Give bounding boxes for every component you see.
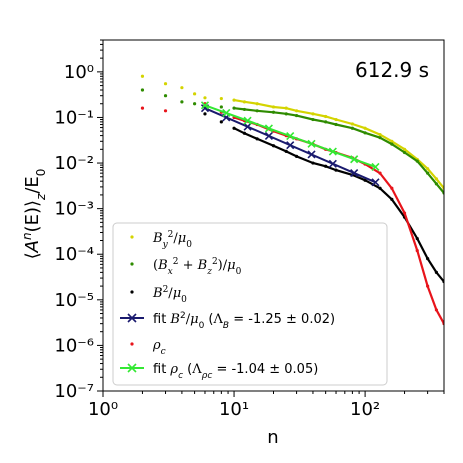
data-point — [140, 74, 145, 78]
fit-marker — [200, 101, 210, 110]
y-tick-label: 10⁻² — [54, 153, 94, 174]
series-line — [233, 99, 444, 189]
data-point — [219, 96, 223, 101]
y-tick-label: 10⁻⁵ — [54, 290, 94, 311]
legend-label: ρc — [152, 338, 166, 357]
y-tick-label: 10⁻³ — [54, 199, 94, 220]
fit-marker — [286, 132, 295, 141]
fit-marker — [264, 124, 273, 133]
legend-swatch — [130, 262, 134, 266]
y-tick-label: 10⁰ — [64, 62, 94, 83]
series-1 — [140, 88, 444, 195]
data-point — [140, 106, 145, 110]
legend-label: B2/μ0 — [152, 285, 187, 305]
fit-marker — [307, 139, 316, 148]
fit-marker — [243, 116, 252, 125]
x-tick-label: 10¹ — [219, 399, 249, 420]
y-tick-label: 10⁻⁷ — [54, 381, 94, 402]
plot-area — [102, 39, 445, 392]
fit-marker — [350, 155, 359, 164]
fit-marker — [222, 108, 231, 118]
time-label: 612.9 s — [355, 58, 429, 82]
fit-marker — [371, 178, 380, 187]
data-point — [163, 94, 168, 98]
legend-swatch — [120, 363, 144, 373]
x-tick-label: 10² — [350, 399, 380, 420]
x-axis: 10⁰ 10¹ 10² — [88, 391, 445, 420]
fit-marker — [286, 141, 295, 150]
data-point — [180, 100, 184, 104]
data-point — [163, 109, 168, 113]
series-line — [233, 127, 444, 283]
data-point — [140, 88, 145, 92]
data-point — [203, 96, 207, 100]
y-axis-label: ⟨An(E)⟩z/E0 — [20, 169, 48, 260]
legend-swatch — [130, 235, 134, 239]
fit-marker — [350, 168, 359, 178]
legend-label: By2/μ0 — [152, 230, 192, 250]
series-line — [233, 107, 444, 194]
legend-swatch — [120, 313, 144, 323]
x-tick-label: 10⁰ — [88, 399, 118, 420]
x-axis-label: n — [267, 427, 278, 448]
data-point — [180, 86, 184, 90]
fit-marker — [243, 122, 252, 131]
data-point — [203, 112, 207, 116]
fit-marker — [328, 147, 337, 156]
legend-swatch — [130, 290, 134, 294]
y-tick-label: 10⁻⁴ — [54, 244, 94, 265]
fit-marker — [371, 162, 380, 172]
fit-marker — [328, 159, 337, 168]
data-point — [163, 82, 168, 86]
series-0 — [140, 74, 444, 190]
data-point — [193, 102, 197, 106]
legend-box — [112, 222, 388, 386]
legend-label: fit B2/μ0 (ΛB = -1.25 ± 0.02) — [153, 311, 335, 331]
y-axis: 10⁰ 10⁻¹ 10⁻² 10⁻³ 10⁻⁴ 10⁻⁵ 10⁻⁶ 10⁻⁷ — [54, 39, 103, 402]
legend: By2/μ0 (Bx2 + Bz2)/μ0 B2/μ0 fit B2/μ0 (ΛB =… — [112, 222, 388, 386]
y-tick-label: 10⁻⁶ — [54, 335, 94, 356]
data-point — [219, 120, 223, 124]
data-point — [219, 105, 223, 109]
y-tick-label: 10⁻¹ — [54, 107, 94, 128]
fit-marker — [307, 150, 316, 159]
legend-label: fit ρc (Λρc = -1.04 ± 0.05) — [153, 362, 318, 381]
series-5 — [200, 101, 380, 172]
fit-marker — [264, 131, 273, 141]
series-2 — [203, 112, 444, 284]
legend-swatch — [130, 342, 134, 346]
legend-label: (Bx2 + Bz2)/μ0 — [153, 257, 242, 277]
data-point — [193, 92, 197, 96]
